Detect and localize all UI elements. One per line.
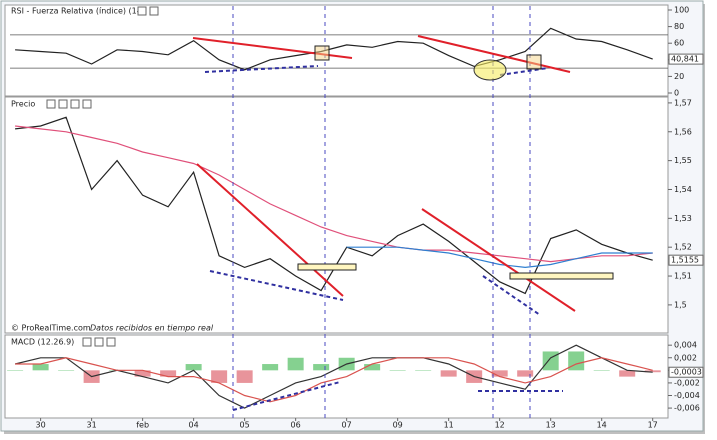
x-tick-label: 11 — [444, 421, 454, 430]
x-tick-label: 04 — [189, 421, 199, 430]
price-panel — [4, 96, 669, 334]
histogram-bar — [593, 370, 610, 371]
status-note: Datos recibidos en tiempo real — [90, 324, 214, 333]
x-tick-label: 07 — [342, 421, 352, 430]
histogram-bar — [262, 364, 279, 371]
histogram-bar — [568, 351, 585, 371]
x-tick-label: 17 — [648, 421, 658, 430]
histogram-bar — [7, 370, 24, 371]
macd-panel — [4, 334, 669, 419]
source-note: © ProRealTime.com — [11, 324, 91, 333]
macd-title: MACD (12.26.9) — [11, 338, 74, 347]
histogram-bar — [32, 364, 49, 371]
x-tick-label: feb — [136, 421, 149, 430]
y-tick-label: 1,53 — [674, 214, 692, 223]
histogram-bar — [491, 370, 508, 377]
x-tick-label: 30 — [36, 421, 46, 430]
trend-annotations — [192, 35, 614, 411]
last-value-label: 1,5155 — [671, 256, 699, 265]
rsi-panel — [4, 4, 669, 97]
histogram-bar — [211, 370, 228, 383]
histogram-bar — [364, 364, 381, 371]
y-tick-label: 1,54 — [674, 185, 692, 194]
y-tick-label: 1,51 — [674, 272, 692, 281]
histogram-bar — [389, 370, 406, 371]
series-line — [15, 27, 653, 71]
histogram-bar — [58, 370, 75, 371]
x-tick-label: 05 — [240, 421, 250, 430]
y-tick-label: -0,006 — [674, 404, 700, 413]
histogram-bar — [644, 370, 661, 373]
y-tick-label: 60 — [674, 39, 684, 48]
y-tick-label: 80 — [674, 22, 684, 31]
series-line — [346, 246, 653, 269]
last-value-box — [668, 254, 704, 266]
price-title: Precio — [11, 100, 35, 109]
histogram-bar — [619, 370, 636, 377]
histogram-bar — [517, 370, 534, 377]
x-tick-label: 12 — [495, 421, 505, 430]
y-tick-label: 0 — [674, 89, 679, 98]
y-tick-label: 0,004 — [674, 341, 697, 350]
y-tick-label: 1,56 — [674, 127, 692, 136]
x-tick-label: 31 — [87, 421, 97, 430]
series-line — [14, 344, 653, 409]
histogram-bar — [440, 370, 457, 377]
histogram-bar — [160, 370, 177, 377]
y-tick-label: -0,004 — [674, 391, 700, 400]
x-tick-label: 09 — [393, 421, 403, 430]
last-value-label: 40,841 — [671, 55, 699, 64]
last-value-box — [668, 366, 704, 378]
y-tick-label: 1,57 — [674, 98, 692, 107]
y-tick-label: 1,52 — [674, 243, 692, 252]
panel-icons — [46, 6, 159, 347]
series-line — [15, 357, 653, 403]
y-tick-label: -0,002 — [674, 378, 700, 387]
y-tick-label: 20 — [674, 72, 684, 81]
series-line — [15, 125, 653, 263]
x-tick-label: 06 — [291, 421, 301, 430]
last-value-box — [668, 53, 704, 65]
x-tick-label: 13 — [546, 421, 556, 430]
rsi-title: RSI - Fuerza Relativa (índice) (14) — [11, 7, 145, 16]
histogram-bar — [287, 357, 304, 371]
last-value-label: -0,0003 — [671, 368, 702, 377]
histogram-bar — [134, 370, 151, 377]
y-tick-label: 1,5 — [674, 300, 687, 309]
y-tick-label: 100 — [674, 6, 689, 15]
histogram-bar — [236, 370, 253, 383]
y-tick-label: 0,002 — [674, 353, 697, 362]
histogram-bar — [313, 364, 330, 371]
histogram-bar — [185, 364, 202, 371]
y-tick-label: 1,55 — [674, 156, 692, 165]
histogram-bar — [415, 370, 432, 371]
histogram-bar — [542, 351, 559, 371]
x-tick-label: 14 — [597, 421, 607, 430]
